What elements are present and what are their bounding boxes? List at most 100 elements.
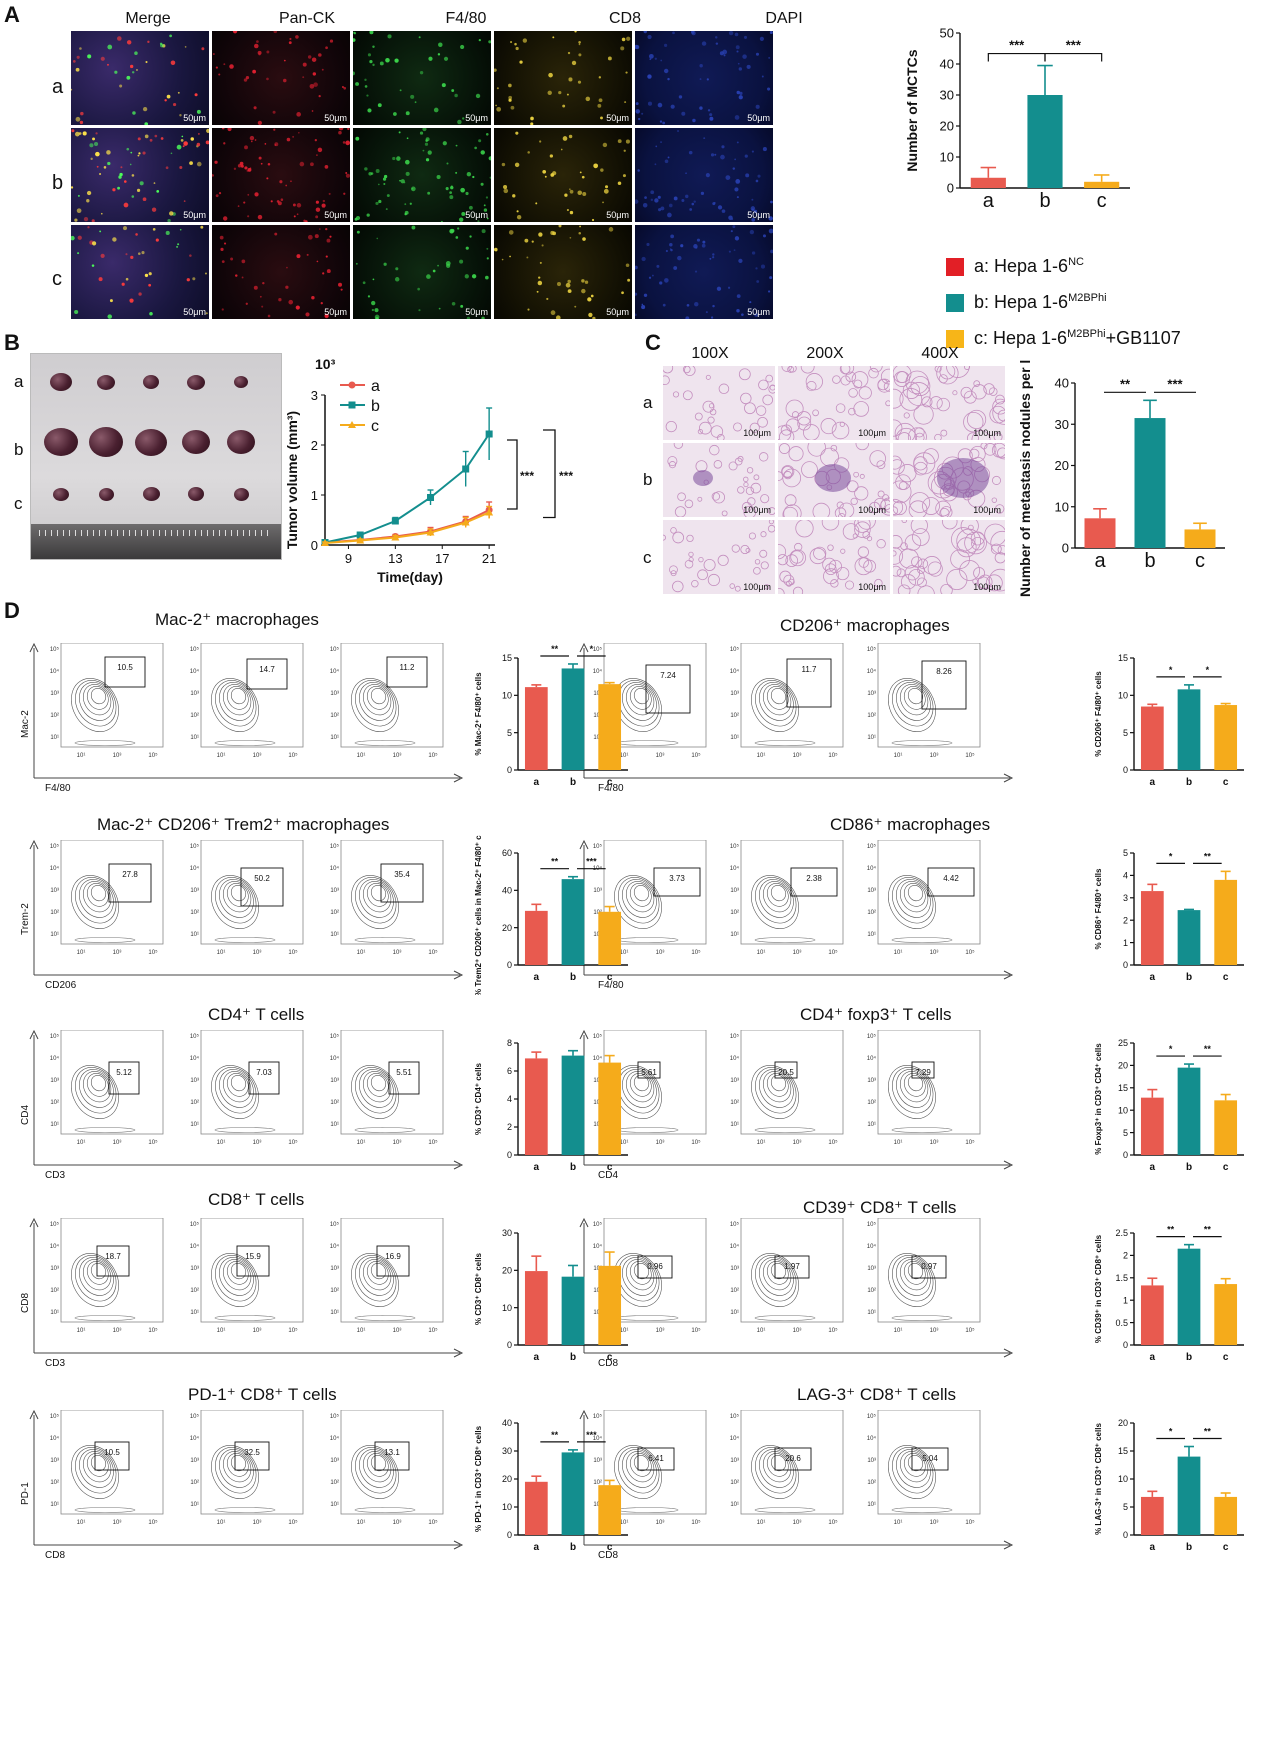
- if-dot: [751, 218, 756, 222]
- if-dot: [712, 253, 715, 256]
- flow-y-tick: 10⁵: [50, 843, 60, 850]
- flow-y-tick: 10⁵: [867, 843, 877, 850]
- if-dot: [494, 68, 497, 72]
- contour: [766, 883, 789, 907]
- if-dot: [672, 31, 675, 35]
- flow-x-tick: 10¹: [77, 1140, 86, 1146]
- panel-label-b: B: [4, 330, 20, 355]
- flow-x-tick: 10⁵: [965, 1139, 975, 1146]
- y-tick-label: 0: [947, 181, 954, 196]
- if-dot: [177, 91, 180, 94]
- bar-b: [1177, 910, 1201, 965]
- legend-text-c: c: Hepa 1-6: [974, 328, 1068, 348]
- gate-box: [240, 867, 284, 907]
- if-dot: [240, 164, 244, 168]
- if-dot: [714, 153, 717, 156]
- alveolus: [801, 461, 818, 479]
- flow-xlabel-pd1: CD8: [45, 1550, 66, 1561]
- if-dot: [123, 226, 127, 231]
- contour: [211, 1253, 259, 1307]
- if-dot: [565, 282, 571, 288]
- if-dot: [567, 289, 572, 294]
- flow-y-tick: 10²: [593, 1480, 602, 1486]
- plot-frame: [877, 840, 981, 945]
- alveolus: [783, 504, 802, 517]
- panel-label-a: A: [4, 2, 20, 27]
- if-dot: [215, 194, 219, 198]
- if-dot: [508, 95, 513, 100]
- contour: [354, 1127, 416, 1133]
- if-dot: [325, 46, 328, 50]
- contour: [214, 937, 276, 943]
- if-dot: [654, 163, 657, 166]
- gate-box: [104, 656, 146, 688]
- flow-x-tick: 10¹: [77, 950, 86, 956]
- gate-value: 14.7: [259, 665, 275, 674]
- if-dot: [544, 175, 547, 178]
- if-dot: [375, 317, 379, 319]
- sig-label: ***: [559, 469, 573, 483]
- if-dot: [527, 308, 530, 311]
- bar-a: [524, 1058, 548, 1155]
- if-dot: [152, 227, 156, 231]
- category-label: a: [534, 777, 540, 788]
- if-dot: [450, 185, 453, 188]
- gate-value: 5.51: [396, 1068, 412, 1077]
- alveolus: [893, 455, 902, 470]
- alveolus: [994, 504, 1005, 514]
- alveolus: [900, 542, 908, 550]
- gate-box: [386, 656, 428, 688]
- contour: [907, 1074, 924, 1092]
- if-dot: [770, 249, 773, 254]
- if-dot: [725, 175, 731, 180]
- if-dot: [355, 82, 359, 86]
- flow-y-tick: 10⁵: [730, 843, 740, 850]
- flow-y-tick: 10²: [50, 910, 59, 916]
- if-dot: [705, 173, 710, 178]
- gate-box: [637, 1061, 661, 1079]
- flow-y-tick: 10²: [730, 1480, 739, 1486]
- alveolus: [910, 376, 931, 396]
- contour: [211, 678, 259, 732]
- if-dot: [699, 63, 703, 68]
- alveolus: [763, 584, 770, 590]
- contour: [759, 682, 794, 721]
- contour: [366, 686, 389, 710]
- y-tick-label: 6: [507, 1066, 512, 1076]
- flow-x-tick: 10¹: [217, 1140, 226, 1146]
- if-dot: [637, 117, 641, 121]
- if-dot: [107, 161, 111, 166]
- point-b: [462, 465, 470, 473]
- contour: [215, 1447, 257, 1494]
- if-dot: [602, 142, 608, 148]
- if-dot: [483, 208, 488, 212]
- if-dot: [494, 247, 498, 252]
- if-dot: [710, 316, 714, 319]
- if-dot: [321, 203, 326, 208]
- series-line-c: [324, 511, 490, 544]
- arrowhead: [453, 1540, 464, 1550]
- y-tick-label: 0: [507, 1150, 512, 1160]
- alveolus: [893, 419, 903, 437]
- if-dot: [419, 131, 424, 135]
- y-tick-label: 0.5: [1115, 1318, 1128, 1328]
- flow-y-tick: 10¹: [190, 1502, 199, 1508]
- if-dot: [641, 303, 644, 306]
- alveolus: [663, 366, 674, 374]
- if-dot: [621, 37, 626, 42]
- scale-bar-label: 50μm: [747, 210, 770, 220]
- if-dot: [433, 107, 439, 113]
- bar-a: [1084, 518, 1116, 548]
- if-dot: [721, 145, 725, 149]
- if-dot: [353, 38, 356, 42]
- y-tick-label: 20: [502, 1265, 512, 1275]
- bar-b: [1177, 689, 1201, 770]
- if-dot: [126, 75, 131, 80]
- alveolus: [686, 534, 694, 543]
- point-c: [461, 518, 470, 526]
- alveolus: [694, 412, 703, 421]
- legend-marker: [348, 401, 356, 409]
- flow-x-tick: 10⁵: [428, 752, 438, 759]
- if-dot: [667, 156, 670, 159]
